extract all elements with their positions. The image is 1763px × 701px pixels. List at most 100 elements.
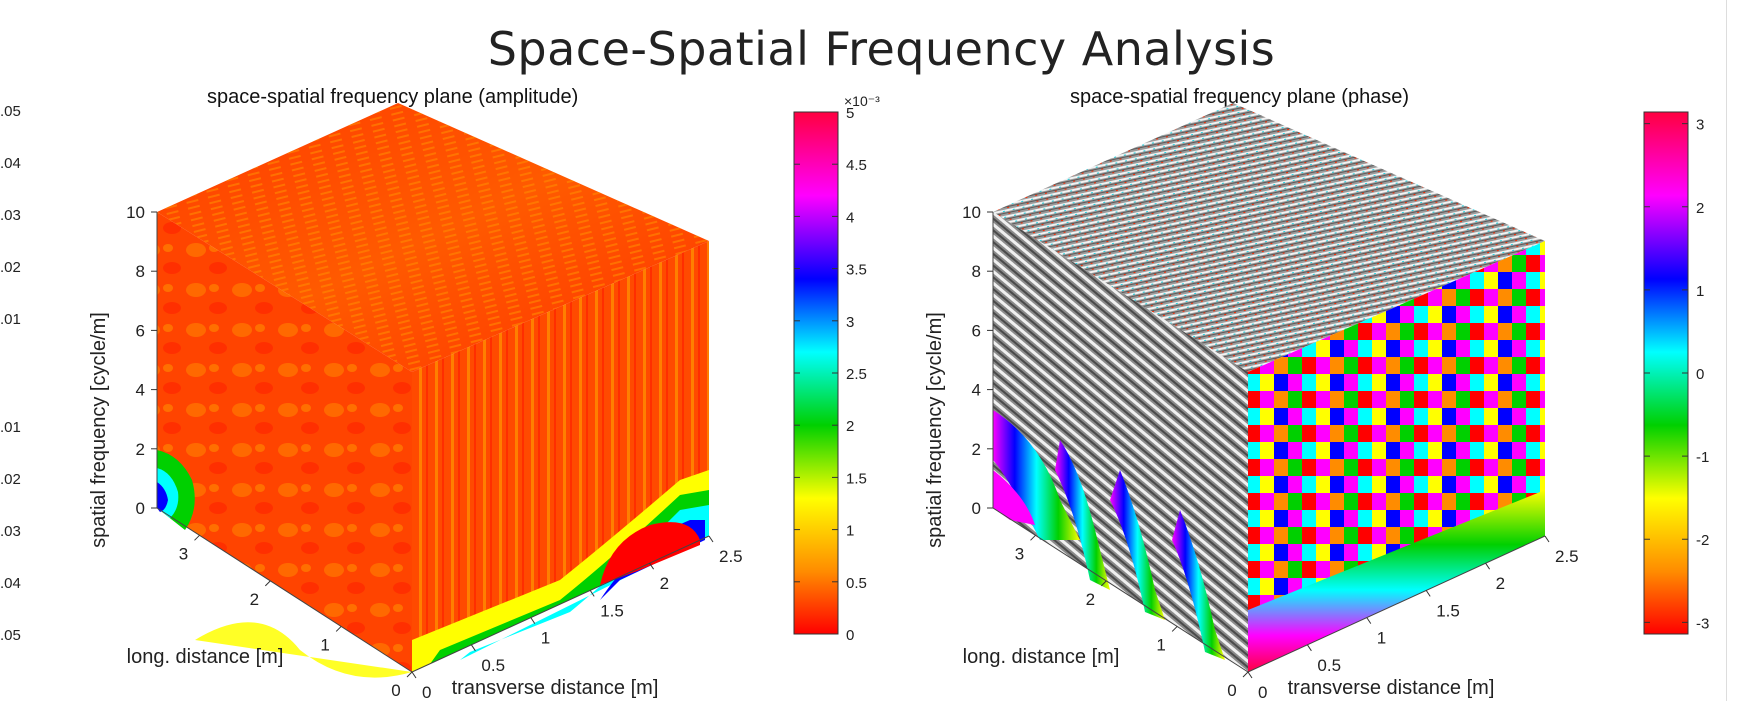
edge-tick-label: .01	[0, 419, 21, 436]
colorbar-tick-label: 5	[846, 105, 854, 122]
colorbar-tick-label: 3	[846, 314, 854, 331]
z-tick-label: 4	[136, 381, 145, 400]
colorbar-tick-label: 3.5	[846, 262, 867, 279]
x-tick-label: 2	[1496, 574, 1505, 593]
z-tick-label: 0	[136, 499, 145, 518]
x-tick-mark	[1366, 617, 1372, 624]
colorbar-tick-label: -3	[1696, 615, 1709, 632]
y-tick-mark	[264, 580, 271, 587]
edge-tick-label: .01	[0, 311, 21, 328]
edge-tick-label: .04	[0, 155, 21, 172]
z-tick-label: 6	[972, 321, 981, 340]
x-tick-label: 1.5	[1436, 601, 1460, 620]
x-tick-mark	[1544, 535, 1550, 543]
x-tick-mark	[1247, 671, 1253, 679]
x-tick-label: 2.5	[1555, 547, 1579, 566]
x-tick-label: 2.5	[719, 547, 743, 566]
x-tick-label: 1.5	[600, 601, 624, 620]
x-tick-label: 0.5	[481, 656, 505, 675]
x-tick-mark	[589, 590, 595, 597]
y-tick-mark	[194, 534, 200, 541]
y-tick-mark	[1171, 626, 1178, 632]
panel-title-phase: space-spatial frequency plane (phase)	[1070, 86, 1410, 108]
y-tick-mark	[1100, 580, 1107, 587]
phase-colorbar	[1643, 111, 1689, 635]
panel-title-amplitude: space-spatial frequency plane (amplitude…	[207, 86, 579, 108]
edge-tick-label: .05	[0, 103, 21, 120]
phase-front-wave	[993, 410, 1080, 540]
y-tick-label: 3	[1015, 544, 1024, 563]
z-tick-label: 8	[136, 262, 145, 281]
colorbar-tick-label: 0	[846, 627, 854, 644]
x-tick-mark	[411, 671, 417, 679]
y-tick-label: 1	[320, 635, 329, 654]
x-tick-label: 2	[660, 574, 669, 593]
z-axis-label: spatial frequency [cycle/m]	[88, 312, 110, 548]
edge-tick-label: .02	[0, 259, 21, 276]
z-tick-label: 2	[136, 440, 145, 459]
colorbar-tick-label: 2	[1696, 200, 1704, 217]
x-tick-label: 0	[1258, 683, 1267, 701]
colorbar-tick-label: 2	[846, 418, 854, 435]
y-tick-mark	[1242, 671, 1249, 678]
y-tick-mark	[1030, 534, 1036, 541]
edge-tick-label: .02	[0, 471, 21, 488]
x-axis-label: transverse distance [m]	[1288, 677, 1495, 699]
z-tick-label: 10	[962, 203, 981, 222]
colorbar-tick-label: 1.5	[846, 470, 867, 487]
colorbar-tick-label: 3	[1696, 117, 1704, 134]
colorbar-tick-label: -2	[1696, 532, 1709, 549]
colorbar-tick-label: 0.5	[846, 575, 867, 592]
z-tick-label: 0	[972, 499, 981, 518]
amplitude-panel	[156, 103, 710, 678]
amplitude-side-high-amplitude-blob	[600, 522, 700, 585]
edge-tick-label: .03	[0, 523, 21, 540]
x-tick-mark	[530, 617, 536, 624]
x-axis-label: transverse distance [m]	[452, 677, 659, 699]
x-tick-mark	[1485, 562, 1491, 570]
x-tick-mark	[1306, 644, 1312, 652]
colorbar-exponent-label: ×10⁻³	[844, 93, 880, 109]
y-tick-label: 2	[1086, 590, 1095, 609]
colorbar-tick-label: 2.5	[846, 366, 867, 383]
amplitude-cube-top-streaks	[157, 103, 709, 372]
colorbar-tick-label: 4.5	[846, 157, 867, 174]
z-tick-label: 6	[136, 321, 145, 340]
y-tick-label: 1	[1156, 635, 1165, 654]
colorbar-tick-label: 1	[1696, 283, 1704, 300]
window-edge	[1726, 0, 1763, 701]
y-tick-mark	[406, 671, 413, 678]
y-axis-label: long. distance [m]	[127, 646, 284, 668]
colorbar-tick-label: -1	[1696, 449, 1709, 466]
x-tick-mark	[470, 644, 476, 652]
phase-panel	[992, 103, 1546, 673]
x-tick-mark	[708, 535, 714, 543]
edge-tick-label: .03	[0, 207, 21, 224]
x-tick-label: 1	[541, 629, 550, 648]
z-tick-label: 8	[972, 262, 981, 281]
colorbar-tick-label: 4	[846, 209, 854, 226]
x-tick-label: 1	[1377, 629, 1386, 648]
y-tick-label: 3	[179, 544, 188, 563]
edge-tick-label: .05	[0, 627, 21, 644]
edge-tick-label: .04	[0, 575, 21, 592]
z-tick-label: 4	[972, 381, 981, 400]
amplitude-colorbar	[793, 111, 839, 635]
colorbar-tick-label: 0	[1696, 366, 1704, 383]
z-tick-label: 10	[126, 203, 145, 222]
y-axis-label: long. distance [m]	[963, 646, 1120, 668]
z-axis-label: spatial frequency [cycle/m]	[924, 312, 946, 548]
figure-title: Space-Spatial Frequency Analysis	[487, 22, 1276, 76]
y-tick-mark	[335, 626, 342, 632]
phase-cube-top-face	[993, 103, 1545, 372]
x-tick-label: 0.5	[1317, 656, 1341, 675]
colorbar-tick-label: 1	[846, 523, 854, 540]
x-tick-mark	[1425, 590, 1431, 597]
y-tick-label: 0	[391, 681, 400, 700]
x-tick-mark	[649, 562, 655, 570]
y-tick-label: 2	[250, 590, 259, 609]
amplitude-cube-front-face	[157, 212, 412, 672]
x-tick-label: 0	[422, 683, 431, 701]
z-tick-label: 2	[972, 440, 981, 459]
